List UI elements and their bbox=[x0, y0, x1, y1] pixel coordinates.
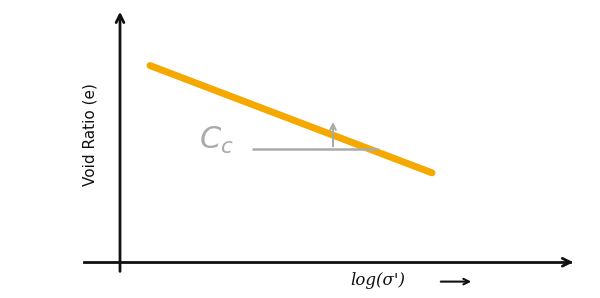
Text: $C_c$: $C_c$ bbox=[199, 125, 233, 156]
Text: log(σ'): log(σ') bbox=[350, 272, 406, 289]
Text: Void Ratio (e): Void Ratio (e) bbox=[83, 83, 98, 186]
